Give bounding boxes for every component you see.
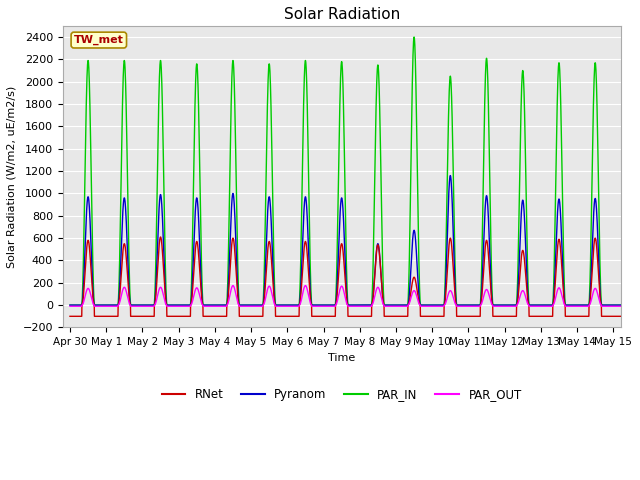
Pyranom <box>447 173 454 179</box>
PAR_IN <box>200 302 208 308</box>
Pyranom <box>628 302 636 308</box>
Line: PAR_IN: PAR_IN <box>70 37 632 305</box>
Pyranom <box>620 302 628 308</box>
Legend: RNet, Pyranom, PAR_IN, PAR_OUT: RNet, Pyranom, PAR_IN, PAR_OUT <box>157 384 527 406</box>
Pyranom <box>490 302 497 308</box>
PAR_OUT <box>399 303 407 309</box>
PAR_IN <box>490 302 497 308</box>
Y-axis label: Solar Radiation (W/m2, uE/m2/s): Solar Radiation (W/m2, uE/m2/s) <box>7 85 17 268</box>
Line: RNet: RNet <box>70 237 632 316</box>
RNet <box>308 302 316 308</box>
PAR_IN <box>628 302 636 308</box>
Text: TW_met: TW_met <box>74 35 124 45</box>
Pyranom <box>307 300 315 306</box>
PAR_OUT <box>620 303 628 309</box>
Pyranom <box>399 302 406 308</box>
Line: Pyranom: Pyranom <box>70 176 632 305</box>
RNet <box>66 313 74 319</box>
Pyranom <box>69 302 77 308</box>
PAR_OUT <box>628 303 636 309</box>
Title: Solar Radiation: Solar Radiation <box>284 7 400 22</box>
Pyranom <box>66 302 74 308</box>
PAR_OUT <box>490 303 497 309</box>
PAR_IN <box>399 302 406 308</box>
PAR_OUT <box>200 303 208 309</box>
RNet <box>69 313 77 319</box>
RNet <box>490 313 497 319</box>
X-axis label: Time: Time <box>328 353 355 363</box>
RNet <box>628 313 636 319</box>
PAR_IN <box>620 302 628 308</box>
RNet <box>620 313 628 319</box>
Line: PAR_OUT: PAR_OUT <box>70 286 632 306</box>
PAR_IN <box>307 295 315 300</box>
PAR_IN <box>69 302 77 308</box>
PAR_IN <box>66 302 74 308</box>
RNet <box>200 313 208 319</box>
PAR_OUT <box>66 303 74 309</box>
PAR_OUT <box>308 302 316 308</box>
RNet <box>157 234 164 240</box>
Pyranom <box>200 302 208 308</box>
PAR_OUT <box>229 283 237 288</box>
PAR_IN <box>410 34 418 40</box>
RNet <box>399 313 407 319</box>
PAR_OUT <box>69 303 77 309</box>
